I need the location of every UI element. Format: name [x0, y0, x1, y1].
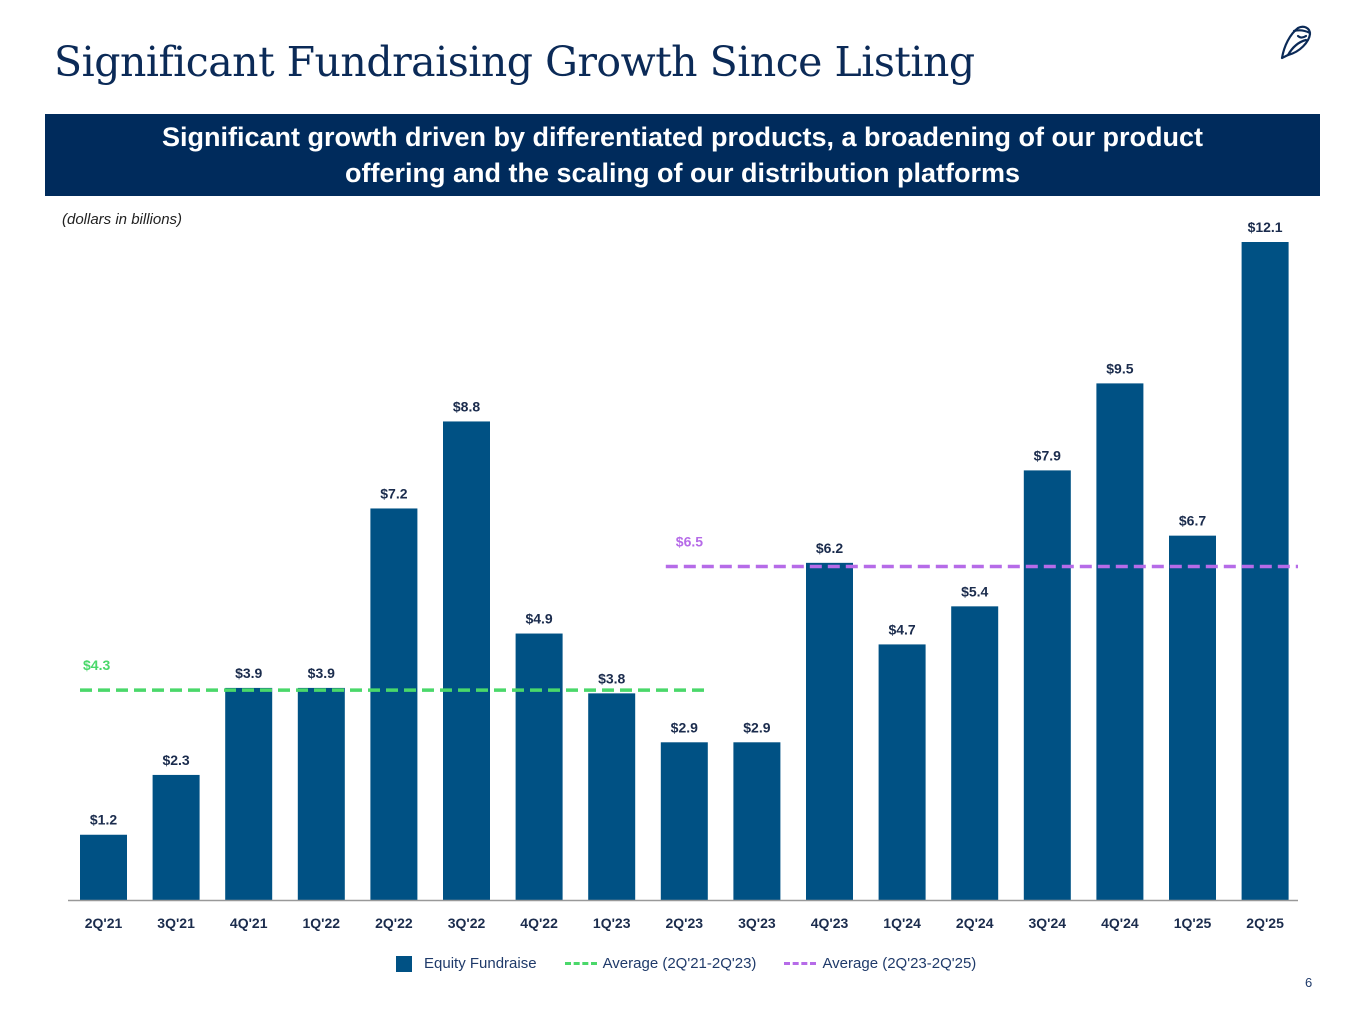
- legend-label-equity: Equity Fundraise: [424, 955, 537, 972]
- legend-swatch-bar: [396, 955, 412, 972]
- data-label: $4.7: [888, 621, 915, 637]
- banner-line-2: offering and the scaling of our distribu…: [345, 158, 1020, 188]
- x-tick-label: 3Q'24: [1029, 915, 1067, 931]
- legend-swatch-avg1: [564, 962, 597, 965]
- bar-4Q'23: [806, 562, 853, 900]
- bar-2Q'25: [1241, 242, 1289, 900]
- legend-label-avg1: Average (2Q'21-2Q'23): [602, 955, 757, 972]
- bar-3Q'24: [1023, 470, 1071, 900]
- bar-1Q'22: [297, 687, 345, 900]
- data-label: $1.2: [90, 812, 117, 828]
- data-label: $8.8: [453, 398, 480, 414]
- bar-3Q'23: [733, 742, 781, 900]
- bar-1Q'25: [1169, 535, 1216, 900]
- data-label: $3.8: [598, 670, 625, 686]
- legend-item-avg2: Average (2Q'23-2Q'25): [784, 955, 976, 972]
- data-label: $2.9: [743, 719, 770, 735]
- legend-label-avg2: Average (2Q'23-2Q'25): [822, 955, 977, 972]
- x-tick-label: 4Q'21: [230, 915, 268, 931]
- x-tick-label: 1Q'25: [1174, 915, 1212, 931]
- x-tick-label: 4Q'23: [811, 915, 849, 931]
- data-label: $7.2: [380, 485, 407, 501]
- bar-4Q'22: [515, 633, 563, 900]
- data-label: $6.2: [816, 540, 843, 556]
- legend-item-avg1: Average (2Q'21-2Q'23): [564, 955, 757, 972]
- bar-3Q'21: [152, 774, 200, 900]
- average-label-1: $4.3: [83, 657, 110, 673]
- page-number: 6: [1305, 975, 1313, 990]
- unit-note: (dollars in billions): [62, 211, 183, 228]
- bar-3Q'22: [443, 421, 490, 900]
- x-tick-label: 2Q'24: [956, 915, 994, 931]
- data-label: $2.3: [162, 752, 189, 768]
- data-label: $2.9: [671, 719, 698, 735]
- x-tick-label: 2Q'21: [85, 915, 123, 931]
- bar-2Q'22: [370, 508, 418, 900]
- data-label: $3.9: [235, 665, 262, 681]
- bar-2Q'23: [660, 742, 708, 900]
- average-label-2: $6.5: [676, 534, 703, 550]
- headline-banner: Significant growth driven by differentia…: [45, 114, 1320, 196]
- bar-1Q'23: [588, 693, 636, 900]
- x-tick-label: 3Q'21: [157, 915, 195, 931]
- x-tick-label: 2Q'25: [1246, 915, 1284, 931]
- page-title: Significant Fundraising Growth Since Lis…: [54, 38, 975, 86]
- owl-icon: [1280, 25, 1312, 60]
- data-label: $4.9: [525, 611, 552, 627]
- data-label: $3.9: [308, 665, 335, 681]
- x-tick-label: 3Q'22: [448, 915, 486, 931]
- bar-4Q'24: [1096, 383, 1144, 900]
- legend-item-equity: Equity Fundraise: [396, 955, 537, 972]
- data-label: $9.5: [1106, 360, 1133, 376]
- bar-4Q'21: [225, 687, 273, 900]
- data-label: $5.4: [961, 583, 988, 599]
- data-label: $6.7: [1179, 513, 1206, 529]
- chart-legend: Equity Fundraise Average (2Q'21-2Q'23) A…: [396, 955, 1004, 972]
- x-tick-label: 1Q'24: [883, 915, 921, 931]
- x-tick-label: 2Q'22: [375, 915, 413, 931]
- x-tick-label: 2Q'23: [666, 915, 704, 931]
- bar-2Q'24: [951, 606, 999, 900]
- data-label: $12.1: [1248, 219, 1283, 235]
- x-tick-label: 1Q'23: [593, 915, 631, 931]
- bar-2Q'21: [80, 834, 127, 900]
- legend-swatch-avg2: [784, 962, 817, 965]
- data-label: $7.9: [1034, 447, 1061, 463]
- x-tick-label: 3Q'23: [738, 915, 776, 931]
- x-tick-label: 1Q'22: [303, 915, 341, 931]
- bar-1Q'24: [878, 644, 926, 900]
- x-tick-label: 4Q'22: [520, 915, 558, 931]
- x-tick-label: 4Q'24: [1101, 915, 1139, 931]
- banner-line-1: Significant growth driven by differentia…: [161, 122, 1204, 152]
